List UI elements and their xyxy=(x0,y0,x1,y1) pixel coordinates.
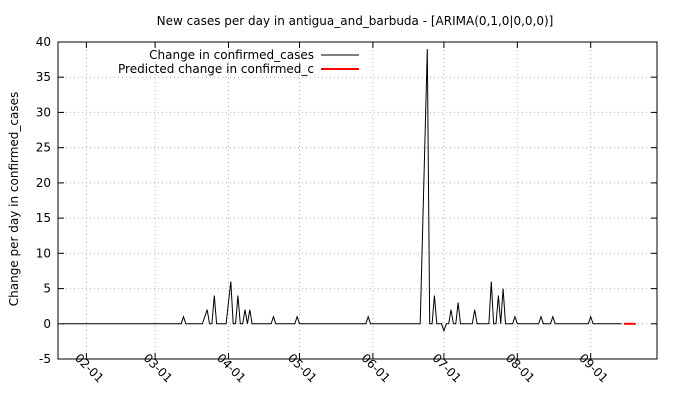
grid-lines xyxy=(58,42,657,359)
y-axis-label: Change per day in confirmed_cases xyxy=(7,92,21,307)
y-tick-label: 15 xyxy=(36,211,51,225)
y-tick-label: 40 xyxy=(36,35,51,49)
observed-series-line xyxy=(62,48,622,333)
series-lines xyxy=(62,48,636,333)
x-tick-label: 03-01 xyxy=(141,351,176,386)
y-tick-label: 0 xyxy=(43,317,51,331)
y-tick-label: 5 xyxy=(43,282,51,296)
legend-label: Predicted change in confirmed_c xyxy=(118,62,314,76)
y-tick-label: 25 xyxy=(36,141,51,155)
y-axis-ticks: -5 0 5 10 15 20 25 30 35 40 xyxy=(36,35,657,366)
y-tick-label: 10 xyxy=(36,246,51,260)
x-tick-label: 09-01 xyxy=(576,351,611,386)
x-tick-label: 06-01 xyxy=(358,351,393,386)
y-tick-label: 30 xyxy=(36,105,51,119)
x-tick-label: 05-01 xyxy=(285,351,320,386)
x-tick-label: 02-01 xyxy=(72,351,107,386)
chart-title: New cases per day in antigua_and_barbuda… xyxy=(157,14,554,28)
y-tick-label: -5 xyxy=(39,352,51,366)
x-tick-label: 08-01 xyxy=(503,351,538,386)
x-tick-label: 07-01 xyxy=(429,351,464,386)
x-tick-label: 04-01 xyxy=(214,351,249,386)
y-tick-label: 20 xyxy=(36,176,51,190)
plot-frame xyxy=(57,41,658,360)
legend-label: Change in confirmed_cases xyxy=(149,48,314,62)
y-tick-label: 35 xyxy=(36,70,51,84)
x-axis-ticks: 02-01 03-01 04-01 05-01 06-01 07-01 08-01 09-01 xyxy=(72,42,611,385)
